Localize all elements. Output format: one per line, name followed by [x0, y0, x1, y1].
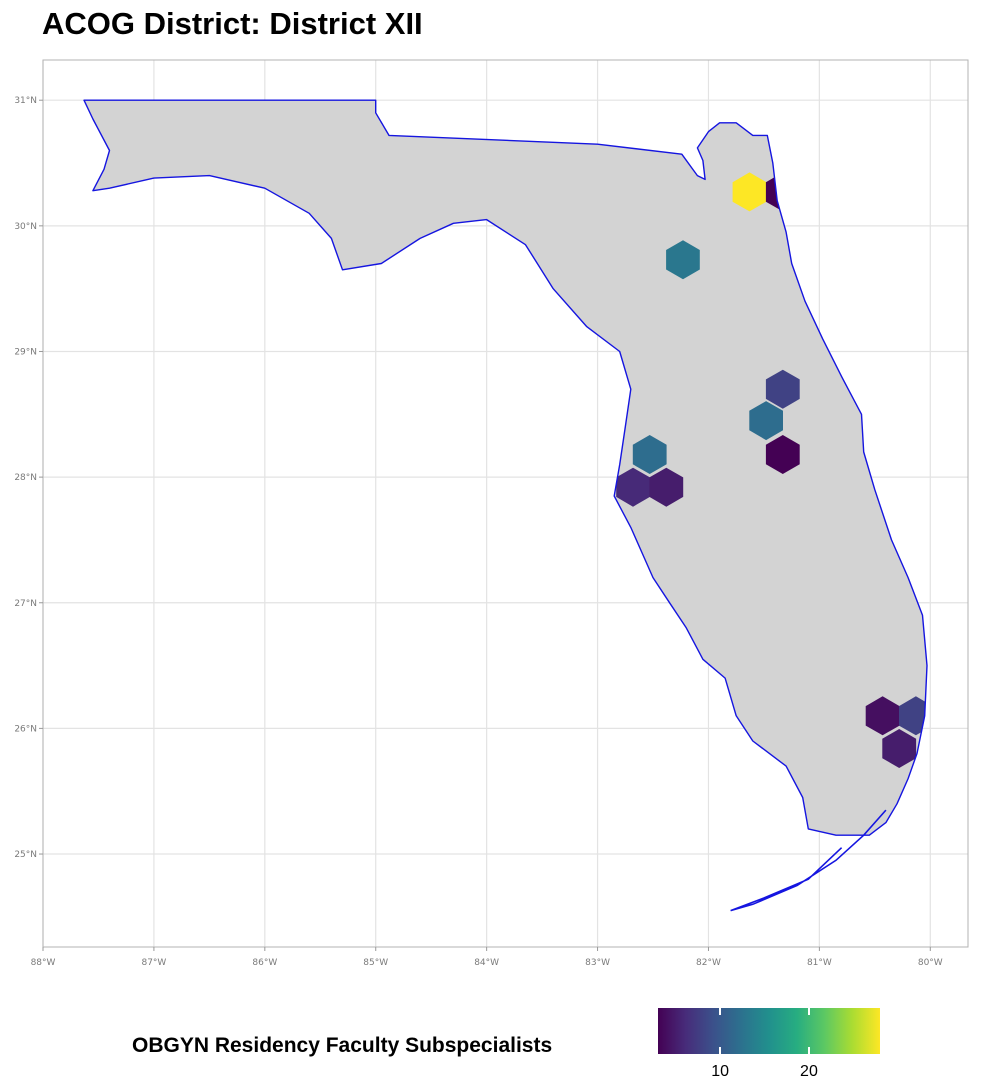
lon-tick-label: 88°W [31, 958, 56, 968]
hexbin-cell [865, 696, 900, 736]
hexbin-cell [666, 240, 700, 280]
lon-tick-label: 80°W [918, 958, 943, 968]
lon-tick-label: 85°W [363, 958, 388, 968]
lon-tick-label: 82°W [696, 958, 721, 968]
florida-mainland [84, 100, 927, 836]
lon-tick-label: 84°W [474, 958, 499, 968]
hexbin-cell [732, 172, 767, 212]
lat-tick-label: 31°N [14, 96, 37, 106]
hexbin-cell [632, 435, 667, 474]
map-title: ACOG District: District XII [42, 6, 423, 41]
lat-tick-label: 29°N [14, 347, 37, 357]
legend-tick-label: 20 [800, 1063, 818, 1080]
hexbin-cell [765, 435, 800, 474]
legend-tick-mark [807, 1047, 810, 1054]
florida-land [84, 100, 927, 836]
map-plot: 88°W 87°W 86°W 85°W 84°W 83°W 82°W 81°W 80°W 31°N… [14, 59, 969, 968]
lat-tick-label: 28°N [14, 473, 37, 483]
hexbin-cell [649, 467, 684, 507]
panel-border [42, 59, 969, 948]
legend-tick-mark [719, 1008, 722, 1015]
legend-tick-mark [807, 1008, 810, 1015]
legend-tick-label: 10 [711, 1063, 730, 1080]
lon-tick-label: 83°W [585, 958, 610, 968]
hexbin-cell [765, 369, 800, 409]
lat-tick-label: 25°N [14, 850, 37, 860]
axis-ticks: 88°W 87°W 86°W 85°W 84°W 83°W 82°W 81°W 80°W 31°N… [14, 96, 943, 968]
lon-tick-label: 86°W [252, 958, 277, 968]
lon-tick-label: 81°W [807, 958, 832, 968]
legend-tick-mark [719, 1047, 722, 1054]
legend-colorbar [658, 1008, 880, 1054]
lat-tick-label: 30°N [14, 222, 37, 232]
florida-outline [83, 99, 928, 912]
florida-keys [730, 809, 887, 912]
hexbin-cell [882, 729, 917, 768]
lat-tick-label: 27°N [14, 599, 37, 609]
lat-tick-label: 26°N [14, 724, 37, 734]
hexbin-cell [749, 401, 783, 441]
legend-title: OBGYN Residency Faculty Subspecialists [132, 1034, 553, 1057]
lon-tick-label: 87°W [141, 958, 166, 968]
florida-border [83, 99, 928, 836]
hexbin-cell [616, 467, 650, 507]
